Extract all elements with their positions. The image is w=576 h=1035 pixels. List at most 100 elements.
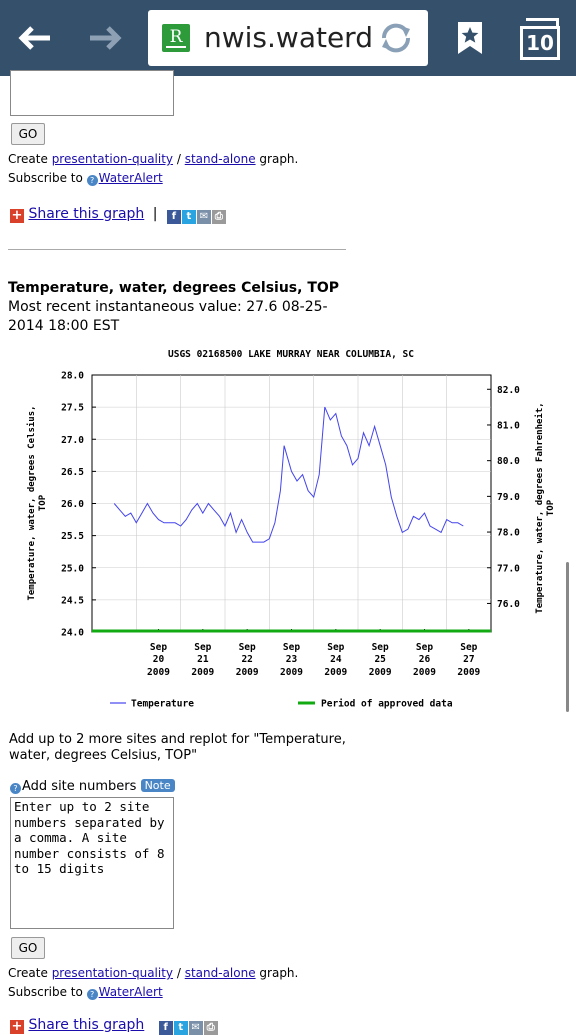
facebook-icon[interactable]: f [158, 1021, 173, 1035]
presentation-quality-link[interactable]: presentation-quality [51, 966, 174, 980]
facebook-icon[interactable]: f [166, 210, 181, 224]
twitter-icon[interactable]: t [173, 1021, 188, 1035]
page-scrollbar[interactable] [566, 562, 569, 712]
create-prefix: Create [8, 966, 52, 980]
y-tick-label: 24.5 [61, 595, 84, 606]
site-favicon-icon: R [162, 24, 190, 52]
email-icon[interactable]: ✉ [196, 210, 211, 224]
chart-gridlines [92, 375, 491, 632]
print-icon[interactable]: ⎙ [211, 210, 226, 224]
chart-series [92, 406, 491, 633]
stand-alone-link[interactable]: stand-alone [184, 966, 256, 980]
previous-site-numbers-textarea[interactable] [10, 70, 174, 116]
back-button[interactable] [8, 14, 60, 62]
y-tick-label: 28.0 [61, 371, 84, 382]
y2-tick-label: 81.0 [497, 420, 520, 431]
x-tick-day: 22 [241, 654, 252, 665]
recent-value-line2: 2014 18:00 EST [8, 318, 120, 334]
x-tick-month: Sep [416, 642, 433, 653]
go-button[interactable]: GO [11, 937, 45, 959]
chart-legend: Temperature Period of approved data [110, 699, 453, 710]
graph-suffix: graph. [255, 152, 299, 166]
share-plus-icon[interactable]: + [10, 1019, 24, 1034]
x-tick-day: 26 [419, 654, 431, 665]
y-tick-label: 27.0 [61, 435, 84, 446]
temperature-chart: USGS 02168500 LAKE MURRAY NEAR COLUMBIA,… [26, 349, 556, 710]
subscribe-prefix: Subscribe to [8, 985, 87, 999]
x-tick-month: Sep [372, 642, 389, 653]
y2-tick-label: 79.0 [497, 492, 520, 503]
share-graph-row: + Share this graph | f t ✉ ⎙ [10, 205, 226, 224]
x-tick-year: 2009 [236, 667, 259, 678]
subscribe-prefix: Subscribe to [8, 171, 87, 185]
x-tick-day: 23 [286, 654, 298, 665]
note-badge[interactable]: Note [140, 779, 175, 792]
twitter-icon[interactable]: t [181, 210, 196, 224]
wateralert-link[interactable]: WaterAlert [98, 171, 163, 185]
slash-separator: / [173, 966, 185, 980]
email-icon[interactable]: ✉ [188, 1021, 203, 1035]
x-tick-year: 2009 [413, 667, 436, 678]
url-text[interactable]: nwis.waterdata [204, 22, 372, 54]
x-tick-year: 2009 [280, 667, 303, 678]
x-tick-day: 21 [197, 654, 209, 665]
section-divider [8, 249, 346, 250]
forward-arrow-icon [90, 26, 122, 50]
site-numbers-textarea[interactable]: Enter up to 2 site numbers separated by … [10, 797, 174, 929]
site-numbers-placeholder: Enter up to 2 site numbers separated by … [14, 799, 165, 876]
browser-toolbar: R nwis.waterdata 10 [0, 0, 576, 76]
x-tick-day: 24 [330, 654, 342, 665]
y-tick-label: 26.5 [61, 467, 84, 478]
add-site-numbers-label: Add site numbers [22, 779, 137, 794]
reload-button[interactable] [374, 20, 418, 56]
share-this-graph-link[interactable]: Share this graph [28, 1017, 145, 1033]
share-this-graph-link[interactable]: Share this graph [28, 206, 145, 222]
share-separator: | [152, 206, 158, 222]
y-axis-label-line1: Temperature, water, degrees Celsius, [26, 405, 37, 600]
help-icon[interactable]: ? [10, 783, 21, 794]
y2-tick-label: 80.0 [497, 456, 520, 467]
wateralert-link[interactable]: WaterAlert [98, 985, 163, 999]
y2-axis-label-line2: TOP [546, 499, 556, 516]
y2-axis-label-line1: Temperature, water, degrees Fahrenheit, [534, 402, 545, 613]
share-graph-row-bottom: + Share this graph f t ✉ ⎙ [10, 1016, 218, 1035]
share-plus-icon[interactable]: + [10, 208, 24, 223]
x-tick-day: 27 [463, 654, 474, 665]
y-tick-label: 27.5 [61, 403, 84, 414]
url-bar[interactable]: R nwis.waterdata [148, 10, 428, 66]
parameter-title: Temperature, water, degrees Celsius, TOP [8, 280, 340, 296]
y2-tick-label: 76.0 [497, 599, 520, 610]
y-tick-label: 25.5 [61, 531, 84, 542]
forward-button[interactable] [80, 14, 132, 62]
bookmark-button[interactable] [450, 16, 490, 60]
y-tick-label: 24.0 [61, 628, 84, 639]
legend-approved-label: Period of approved data [321, 699, 453, 710]
chart-title: USGS 02168500 LAKE MURRAY NEAR COLUMBIA,… [168, 349, 414, 360]
legend-temperature-label: Temperature [131, 699, 194, 710]
create-graph-line: Create presentation-quality / stand-alon… [8, 965, 298, 981]
reload-icon [381, 23, 411, 53]
x-tick-month: Sep [283, 642, 300, 653]
create-graph-line-top: Create presentation-quality / stand-alon… [8, 151, 298, 167]
x-tick-month: Sep [327, 642, 344, 653]
tab-count: 10 [520, 26, 560, 60]
add-site-numbers-row: ? Add site numbers Note [10, 779, 175, 795]
print-icon[interactable]: ⎙ [203, 1021, 218, 1035]
y2-tick-label: 77.0 [497, 563, 520, 574]
subscribe-line-top: Subscribe to ? WaterAlert [8, 170, 163, 186]
back-arrow-icon [18, 26, 50, 50]
x-tick-year: 2009 [191, 667, 214, 678]
stand-alone-link[interactable]: stand-alone [184, 152, 256, 166]
x-tick-year: 2009 [147, 667, 170, 678]
y-axis-ticks: 28.0 27.5 27.0 26.5 26.0 25.5 25.0 24.5 24.0 [61, 371, 96, 639]
presentation-quality-link[interactable]: presentation-quality [51, 152, 174, 166]
x-tick-day: 25 [374, 654, 386, 665]
x-tick-month: Sep [150, 642, 167, 653]
x-axis-ticks: Sep202009Sep212009Sep222009Sep232009Sep2… [147, 629, 481, 678]
y-axis-label-line2: TOP [38, 494, 48, 511]
tabs-button[interactable]: 10 [516, 16, 564, 60]
help-icon[interactable]: ? [86, 175, 98, 186]
go-button-top[interactable]: GO [11, 123, 45, 145]
help-icon[interactable]: ? [86, 989, 98, 1000]
y-tick-label: 26.0 [61, 499, 84, 510]
